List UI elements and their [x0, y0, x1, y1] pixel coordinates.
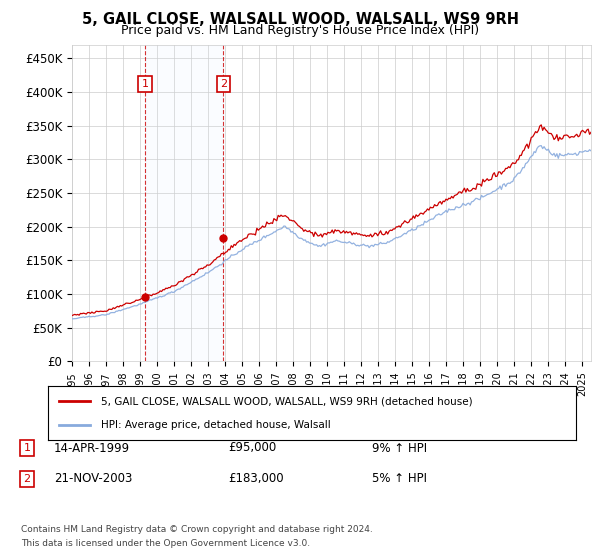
Text: 1: 1 — [142, 80, 149, 90]
Text: £183,000: £183,000 — [228, 472, 284, 486]
Text: 2: 2 — [23, 474, 31, 484]
Text: HPI: Average price, detached house, Walsall: HPI: Average price, detached house, Wals… — [101, 419, 331, 430]
Text: Contains HM Land Registry data © Crown copyright and database right 2024.: Contains HM Land Registry data © Crown c… — [21, 525, 373, 534]
Text: Price paid vs. HM Land Registry's House Price Index (HPI): Price paid vs. HM Land Registry's House … — [121, 24, 479, 36]
Text: 21-NOV-2003: 21-NOV-2003 — [54, 472, 133, 486]
Text: 5, GAIL CLOSE, WALSALL WOOD, WALSALL, WS9 9RH (detached house): 5, GAIL CLOSE, WALSALL WOOD, WALSALL, WS… — [101, 396, 472, 407]
Text: 14-APR-1999: 14-APR-1999 — [54, 441, 130, 455]
Text: 1: 1 — [23, 443, 31, 453]
Text: 5% ↑ HPI: 5% ↑ HPI — [372, 472, 427, 486]
Text: 5, GAIL CLOSE, WALSALL WOOD, WALSALL, WS9 9RH: 5, GAIL CLOSE, WALSALL WOOD, WALSALL, WS… — [82, 12, 518, 27]
Bar — [145, 45, 223, 361]
Text: £95,000: £95,000 — [228, 441, 276, 455]
Text: 9% ↑ HPI: 9% ↑ HPI — [372, 441, 427, 455]
Text: This data is licensed under the Open Government Licence v3.0.: This data is licensed under the Open Gov… — [21, 539, 310, 548]
Text: 2: 2 — [220, 80, 227, 90]
